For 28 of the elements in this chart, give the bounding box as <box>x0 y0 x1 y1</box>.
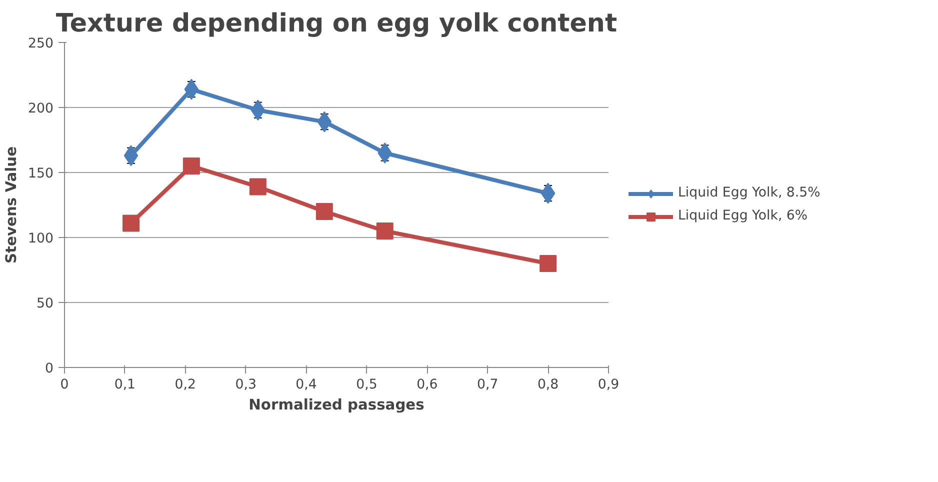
x-tick-label: 0,5 <box>356 378 378 392</box>
point <box>540 255 557 272</box>
x-tick-label: 0,4 <box>296 378 317 392</box>
y-tick-label: 50 <box>36 296 54 312</box>
y-tick-label: 150 <box>28 166 54 182</box>
legend-label: Liquid Egg Yolk, 8.5% <box>678 186 820 200</box>
y-tick-label: 250 <box>28 36 54 52</box>
x-tick-label: 0 <box>60 378 69 392</box>
x-axis-title: Normalized passages <box>248 396 425 414</box>
y-tick-label: 0 <box>45 362 54 376</box>
y-tick-label: 100 <box>28 232 54 246</box>
point <box>316 203 333 220</box>
y-axis-title: Stevens Value <box>3 146 20 264</box>
point <box>376 222 394 240</box>
chart-title: Texture depending on egg yolk content <box>56 8 618 38</box>
legend-label: Liquid Egg Yolk, 6% <box>678 208 808 224</box>
point <box>378 142 392 164</box>
x-tick-label: 0,6 <box>416 378 438 392</box>
point <box>122 214 140 232</box>
point <box>249 178 266 196</box>
x-tick-label: 0,7 <box>477 378 498 392</box>
point <box>182 158 200 174</box>
x-tick-label: 0,9 <box>598 378 620 392</box>
x-tick-label: 0,3 <box>235 378 256 392</box>
x-tick-label: 0,8 <box>537 378 559 392</box>
x-tick-label: 0,1 <box>114 378 136 392</box>
y-tick-label: 200 <box>28 102 54 116</box>
x-tick-label: 0,2 <box>174 378 196 392</box>
